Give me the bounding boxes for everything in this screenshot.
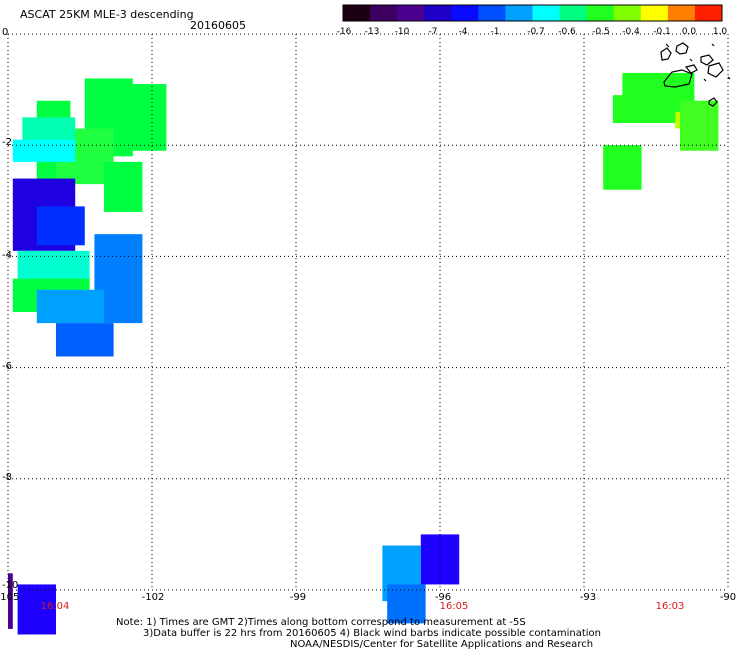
colorbar-segment: [397, 5, 425, 21]
colorbar-segment: [451, 5, 479, 21]
x-tick-label: -90: [719, 592, 737, 603]
graticule: [7, 33, 729, 591]
pass-time-label: 16:05: [439, 601, 469, 612]
x-tick-label: -96: [434, 592, 452, 603]
x-tick-label: -105: [0, 592, 20, 603]
map-title: ASCAT 25KM MLE-3 descending: [20, 8, 194, 21]
y-tick-label: 0: [2, 27, 9, 38]
colorbar-segment: [667, 5, 696, 21]
wind-cell: [387, 584, 426, 624]
colorbar-tick: -0.6: [558, 27, 576, 37]
y-tick-label: -6: [2, 361, 12, 372]
colorbar-segment: [424, 5, 452, 21]
colorbar-frame: [342, 4, 723, 22]
colorbar-tick: -16: [336, 27, 352, 37]
pass-time-label: 16:04: [40, 601, 70, 612]
colorbar-segment: [559, 5, 588, 21]
colorbar-tick: -4: [458, 27, 468, 37]
colorbar-tick: -10: [394, 27, 410, 37]
colorbar-tick: 1.0: [712, 27, 728, 37]
wind-cell: [675, 111, 680, 129]
wind-cell: [680, 100, 719, 151]
x-tick-label: -102: [141, 592, 165, 603]
wind-cell: [420, 534, 460, 585]
note-line-2: 3)Data buffer is 22 hrs from 20160605 4)…: [143, 628, 601, 639]
colorbar-segment: [640, 5, 669, 21]
wind-cell: [104, 161, 143, 212]
colorbar-tick: -13: [364, 27, 380, 37]
galapagos-coastline: [660, 42, 731, 107]
colorbar-tick: -0.7: [527, 27, 545, 37]
wind-cell: [56, 323, 114, 357]
note-line-1: Note: 1) Times are GMT 2)Times along bot…: [116, 617, 526, 628]
y-tick-label: -4: [2, 250, 12, 261]
x-tick-label: -93: [579, 592, 597, 603]
colorbar-segment: [694, 5, 723, 21]
colorbar: [342, 4, 723, 22]
wind-cell: [12, 139, 76, 162]
x-tick-label: -99: [289, 592, 307, 603]
colorbar-segment: [478, 5, 506, 21]
colorbar-segment: [343, 5, 371, 21]
colorbar-segment: [532, 5, 561, 21]
wind-cell: [17, 584, 57, 635]
colorbar-segment: [613, 5, 642, 21]
wind-cell: [118, 84, 167, 151]
wind-cells: [8, 72, 719, 635]
colorbar-tick: -1: [490, 27, 500, 37]
wind-cell: [36, 289, 104, 324]
note-line-3: NOAA/NESDIS/Center for Satellite Applica…: [290, 639, 594, 650]
colorbar-tick: 0.0: [681, 27, 697, 37]
wind-cell: [36, 206, 85, 246]
map-date: 20160605: [190, 19, 246, 32]
colorbar-tick: -0.4: [622, 27, 640, 37]
y-tick-label: -10: [2, 580, 19, 591]
wind-cell: [8, 573, 13, 629]
colorbar-segment: [505, 5, 533, 21]
y-tick-label: -8: [2, 472, 12, 483]
wind-cell: [603, 145, 642, 190]
colorbar-tick: -0.1: [653, 27, 671, 37]
colorbar-tick: -0.5: [592, 27, 610, 37]
colorbar-tick: -7: [428, 27, 438, 37]
colorbar-segment: [370, 5, 398, 21]
pass-time-label: 16:03: [655, 601, 685, 612]
colorbar-segment: [586, 5, 615, 21]
y-tick-label: -2: [2, 137, 12, 148]
